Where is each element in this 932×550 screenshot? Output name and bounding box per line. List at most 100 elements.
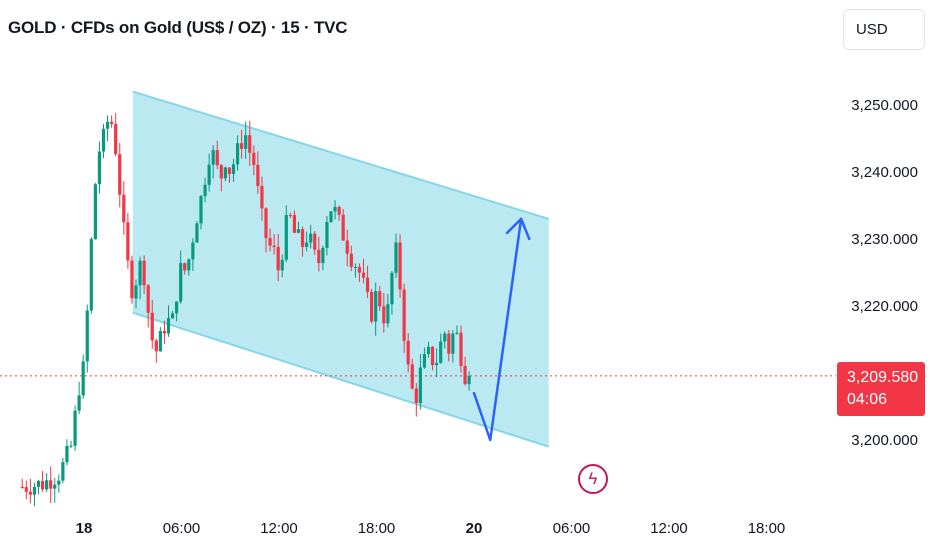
candle — [361, 258, 366, 284]
candle-body — [101, 128, 106, 152]
candle — [256, 151, 260, 194]
x-tick-label: 18:00 — [358, 520, 396, 537]
candle-body — [231, 164, 236, 174]
candle-body — [122, 194, 126, 223]
currency-button[interactable]: USD — [843, 9, 925, 50]
x-tick-label: 18:00 — [748, 520, 786, 537]
candle — [398, 234, 402, 298]
candle-body — [170, 313, 175, 319]
candle — [435, 348, 439, 378]
candle-body — [207, 164, 211, 185]
candle — [296, 221, 301, 234]
last-price-value: 3,209.580 — [847, 369, 919, 386]
candle-body — [422, 354, 427, 368]
candle — [329, 210, 333, 223]
candle-body — [406, 340, 410, 365]
candle-body — [313, 233, 317, 250]
x-tick-label: 12:00 — [650, 520, 688, 537]
candle — [325, 216, 329, 256]
candle-body — [146, 285, 150, 313]
candle — [414, 382, 418, 417]
candle-body — [203, 184, 207, 197]
x-tick-label: 06:00 — [163, 520, 201, 537]
candle-body — [435, 362, 439, 366]
candle-body — [162, 331, 167, 334]
candle-body — [219, 165, 223, 179]
candle-body — [223, 167, 227, 179]
candle-body — [118, 154, 122, 195]
candle-body — [85, 310, 89, 362]
candle-body — [430, 346, 435, 366]
candle-body — [248, 135, 252, 153]
candle-body — [402, 289, 406, 341]
candle — [268, 228, 272, 252]
channel-lower-line — [132, 311, 550, 448]
candle — [447, 330, 451, 362]
candle — [122, 181, 126, 235]
candle-body — [333, 207, 337, 212]
candle-body — [114, 123, 118, 155]
bar-countdown: 04:06 — [847, 391, 888, 408]
candle — [85, 304, 89, 373]
candle-body — [175, 301, 179, 314]
candle-body — [467, 375, 471, 385]
arrow-head — [505, 217, 523, 235]
candle-body — [77, 395, 81, 411]
candle-body — [414, 388, 418, 404]
candle — [166, 305, 171, 337]
candle-body — [97, 151, 102, 185]
candle — [118, 142, 122, 208]
candle — [219, 163, 223, 192]
candle-body — [256, 164, 260, 186]
candle — [288, 212, 292, 219]
candle-body — [65, 445, 69, 463]
candle-body — [187, 259, 191, 271]
candle-body — [325, 222, 329, 248]
candle — [199, 194, 203, 230]
candle — [36, 479, 41, 495]
y-tick-label: 3,200.000 — [851, 432, 918, 449]
candle-body — [191, 242, 195, 260]
candle — [292, 210, 297, 234]
candle-body — [110, 121, 114, 124]
candle-body — [305, 242, 309, 247]
channel-upper-line — [132, 90, 550, 220]
candle-body — [61, 462, 65, 481]
candle — [175, 301, 179, 322]
candle-body — [215, 150, 219, 166]
candle — [276, 234, 280, 281]
candle-body — [426, 346, 431, 355]
candle-body — [183, 263, 187, 271]
candle-body — [199, 196, 203, 224]
candle — [321, 245, 325, 271]
candle-body — [40, 480, 45, 490]
candle — [89, 237, 93, 314]
candle — [410, 358, 414, 390]
candle — [101, 123, 106, 159]
candle-body — [329, 211, 333, 223]
candle-body — [240, 143, 244, 149]
candle — [333, 200, 337, 220]
candle-body — [386, 304, 390, 324]
candle — [252, 145, 256, 176]
candle-body — [195, 223, 199, 243]
candle-body — [288, 215, 292, 217]
candle — [61, 458, 65, 484]
candle-body — [463, 365, 467, 385]
candle-body — [439, 341, 443, 363]
candle — [349, 245, 353, 272]
candle — [28, 478, 32, 504]
candle-body — [81, 361, 85, 396]
candle-body — [337, 207, 341, 215]
candle-body — [179, 263, 183, 302]
candle — [430, 346, 435, 371]
candle — [248, 120, 252, 166]
candle — [402, 283, 406, 354]
candle-body — [374, 291, 378, 322]
candle-body — [126, 222, 130, 261]
candle — [418, 353, 422, 410]
y-tick-label: 3,230.000 — [851, 231, 918, 248]
candle — [443, 331, 447, 349]
flash-icon[interactable]: ϟ — [578, 464, 608, 494]
